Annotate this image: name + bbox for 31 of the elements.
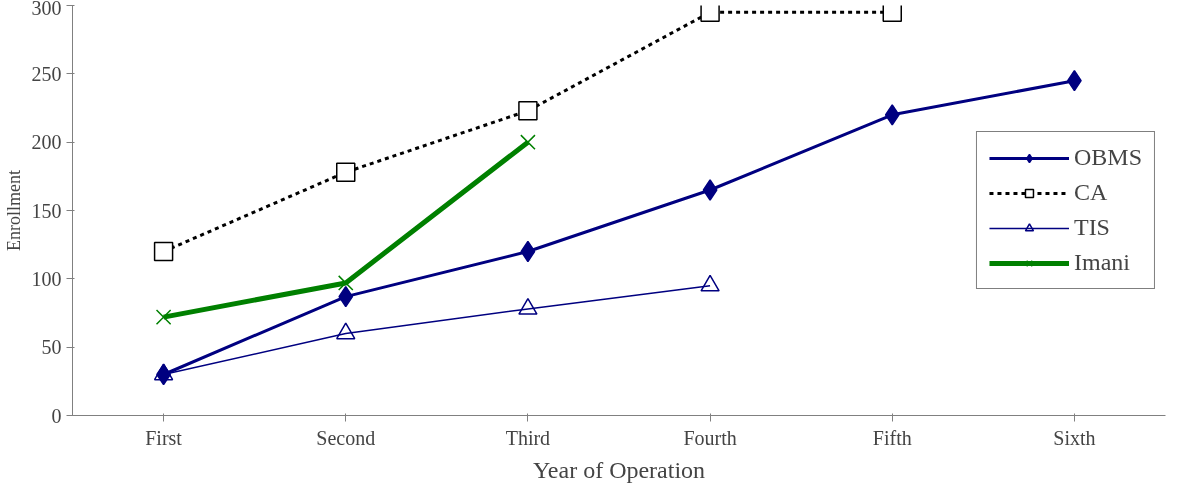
y-tick-label: 150 [31, 199, 62, 222]
legend-label: OBMS [1073, 144, 1142, 171]
y-tick-label: 0 [51, 404, 62, 427]
legend-label: CA [1073, 179, 1108, 206]
point [337, 275, 354, 291]
point [336, 162, 356, 182]
point [884, 104, 900, 126]
y-tick-label: 100 [31, 267, 62, 290]
x-tick-label: Second [316, 426, 376, 449]
point [518, 100, 538, 121]
x-axis-title: Year of Operation [532, 456, 706, 483]
point [153, 241, 174, 262]
point [153, 363, 174, 381]
point [155, 309, 172, 325]
x-tick-label: Third [505, 426, 551, 449]
legend-label: TIS [1073, 214, 1110, 241]
legend-label: Imani [1073, 249, 1130, 276]
y-tick-label: 50 [41, 336, 62, 359]
x-tick-label: Fourth [683, 426, 737, 449]
point [702, 179, 718, 201]
x-tick-label: Fifth [872, 426, 912, 449]
point [336, 322, 356, 340]
x-tick-label: Sixth [1053, 426, 1096, 449]
point [520, 134, 536, 150]
point [700, 5, 720, 23]
y-tick-label: 250 [31, 62, 62, 85]
point [882, 5, 902, 23]
x-tick-label: First [145, 426, 183, 449]
y-tick-label: 300 [31, 0, 62, 19]
y-axis-title: Enrollment [3, 170, 24, 251]
y-tick-label: 200 [31, 131, 62, 154]
